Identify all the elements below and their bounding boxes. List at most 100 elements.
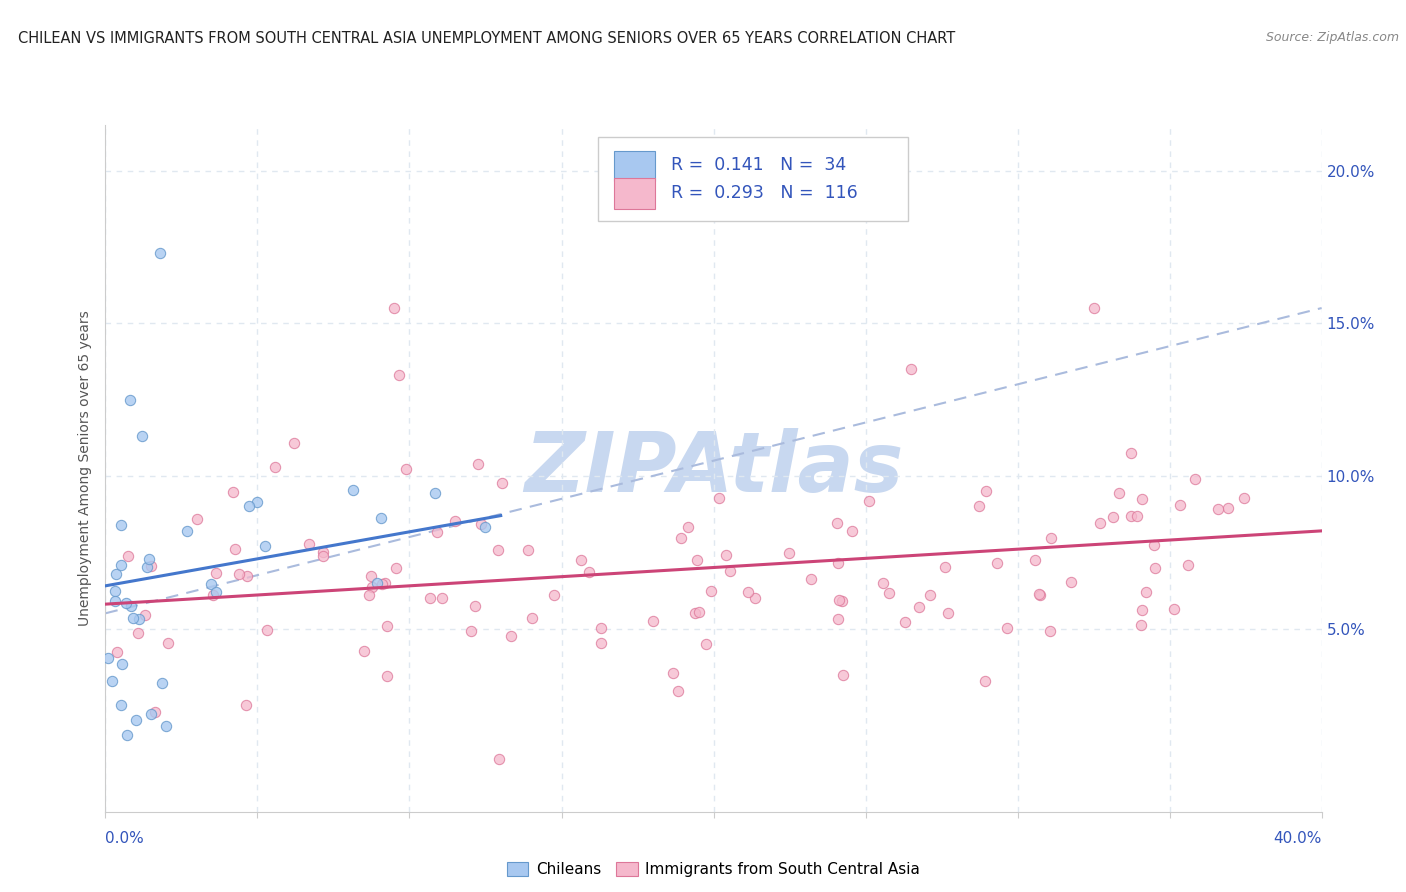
Point: [1206, 501, 1229, 516]
Text: CHILEAN VS IMMIGRANTS FROM SOUTH CENTRAL ASIA UNEMPLOYMENT AMONG SENIORS OVER 65: CHILEAN VS IMMIGRANTS FROM SOUTH CENTRAL…: [18, 31, 956, 46]
Point: [488, 751, 510, 765]
Point: [641, 615, 664, 629]
Point: [176, 524, 198, 538]
Point: [256, 624, 278, 638]
Point: [115, 728, 138, 742]
Point: [1060, 574, 1083, 589]
Point: [688, 605, 710, 619]
Point: [666, 684, 689, 698]
Text: R =  0.293   N =  116: R = 0.293 N = 116: [671, 184, 858, 202]
Point: [201, 588, 224, 602]
Point: [744, 591, 766, 605]
Point: [1177, 558, 1199, 572]
Point: [900, 362, 922, 376]
Point: [1184, 472, 1206, 486]
Point: [470, 516, 492, 531]
Point: [382, 301, 405, 315]
Point: [205, 585, 228, 599]
Point: [395, 462, 418, 476]
Point: [97, 651, 120, 665]
Point: [986, 556, 1008, 570]
Point: [110, 517, 132, 532]
Point: [1218, 501, 1240, 516]
Point: [139, 558, 162, 573]
Point: [138, 552, 160, 566]
Point: [827, 612, 849, 626]
Point: [222, 485, 245, 500]
Point: [1163, 602, 1185, 616]
Point: [578, 565, 600, 579]
Text: 0.0%: 0.0%: [105, 831, 145, 846]
Point: [136, 559, 159, 574]
Point: [371, 577, 394, 591]
Point: [374, 575, 396, 590]
Text: 40.0%: 40.0%: [1274, 831, 1322, 846]
Point: [235, 698, 257, 712]
Point: [841, 524, 863, 539]
Point: [825, 516, 848, 530]
Point: [1040, 531, 1063, 545]
Point: [426, 524, 449, 539]
Point: [718, 564, 741, 578]
Point: [200, 576, 222, 591]
Point: [467, 457, 489, 471]
Point: [1039, 624, 1062, 638]
FancyBboxPatch shape: [614, 178, 655, 209]
Point: [1132, 492, 1154, 507]
Point: [1143, 538, 1166, 552]
Point: [491, 476, 513, 491]
Point: [683, 607, 706, 621]
Point: [707, 491, 730, 505]
Point: [499, 629, 522, 643]
Point: [995, 621, 1018, 635]
Point: [388, 368, 411, 382]
Point: [1101, 510, 1123, 524]
Text: Source: ZipAtlas.com: Source: ZipAtlas.com: [1265, 31, 1399, 45]
Point: [1024, 553, 1046, 567]
Point: [139, 706, 162, 721]
Point: [312, 549, 335, 564]
Point: [104, 593, 127, 607]
Point: [145, 706, 167, 720]
Point: [125, 713, 148, 727]
Point: [224, 542, 246, 557]
FancyBboxPatch shape: [598, 136, 908, 221]
Point: [460, 624, 482, 638]
Point: [591, 621, 613, 635]
Point: [967, 499, 990, 513]
Point: [312, 545, 335, 559]
Point: [934, 560, 956, 574]
Point: [186, 512, 208, 526]
Point: [150, 676, 173, 690]
Point: [360, 569, 382, 583]
Point: [1083, 301, 1105, 315]
Point: [1028, 588, 1050, 602]
Point: [366, 575, 388, 590]
Point: [1135, 585, 1157, 599]
Point: [661, 665, 683, 680]
Point: [686, 553, 709, 567]
Point: [156, 636, 179, 650]
Point: [800, 572, 823, 586]
Point: [516, 543, 538, 558]
Point: [464, 599, 486, 614]
Point: [134, 608, 156, 623]
Point: [384, 561, 406, 575]
Point: [228, 566, 250, 581]
Point: [907, 599, 929, 614]
Point: [359, 588, 381, 602]
Point: [353, 644, 375, 658]
Point: [425, 485, 447, 500]
Point: [283, 436, 305, 450]
Point: [695, 637, 717, 651]
Point: [238, 500, 260, 514]
Point: [117, 549, 139, 563]
Point: [872, 576, 894, 591]
Point: [1119, 445, 1142, 459]
Point: [105, 567, 128, 582]
Point: [778, 546, 800, 560]
Point: [1130, 603, 1153, 617]
Point: [832, 668, 855, 682]
Point: [589, 636, 612, 650]
Point: [920, 588, 942, 602]
